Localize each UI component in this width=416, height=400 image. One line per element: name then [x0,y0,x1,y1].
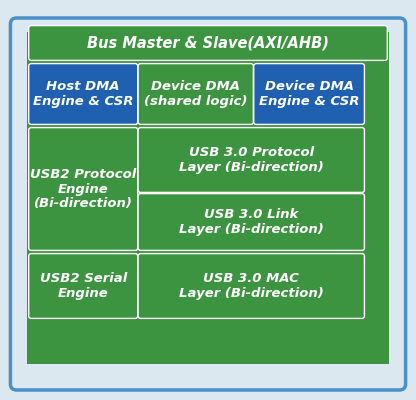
Text: USB2 Serial
Engine: USB2 Serial Engine [40,272,127,300]
FancyBboxPatch shape [138,128,364,192]
FancyBboxPatch shape [138,254,364,318]
Text: USB 3.0 Protocol
Layer (Bi-direction): USB 3.0 Protocol Layer (Bi-direction) [179,146,324,174]
FancyBboxPatch shape [10,18,406,390]
Text: USB 3.0 MAC
Layer (Bi-direction): USB 3.0 MAC Layer (Bi-direction) [179,272,324,300]
Text: USB 3.0 Link
Layer (Bi-direction): USB 3.0 Link Layer (Bi-direction) [179,208,324,236]
FancyBboxPatch shape [254,64,364,124]
Text: Device DMA
(shared logic): Device DMA (shared logic) [144,80,248,108]
FancyBboxPatch shape [29,26,387,60]
FancyBboxPatch shape [138,64,253,124]
Text: USB2 Protocol
Engine
(Bi-direction): USB2 Protocol Engine (Bi-direction) [30,168,136,210]
FancyBboxPatch shape [29,128,138,250]
FancyBboxPatch shape [29,64,138,124]
FancyBboxPatch shape [27,32,389,364]
Text: Device DMA
Engine & CSR: Device DMA Engine & CSR [259,80,359,108]
Text: Host DMA
Engine & CSR: Host DMA Engine & CSR [33,80,134,108]
Text: Bus Master & Slave(AXI/AHB): Bus Master & Slave(AXI/AHB) [87,36,329,50]
FancyBboxPatch shape [29,254,138,318]
FancyBboxPatch shape [138,194,364,250]
